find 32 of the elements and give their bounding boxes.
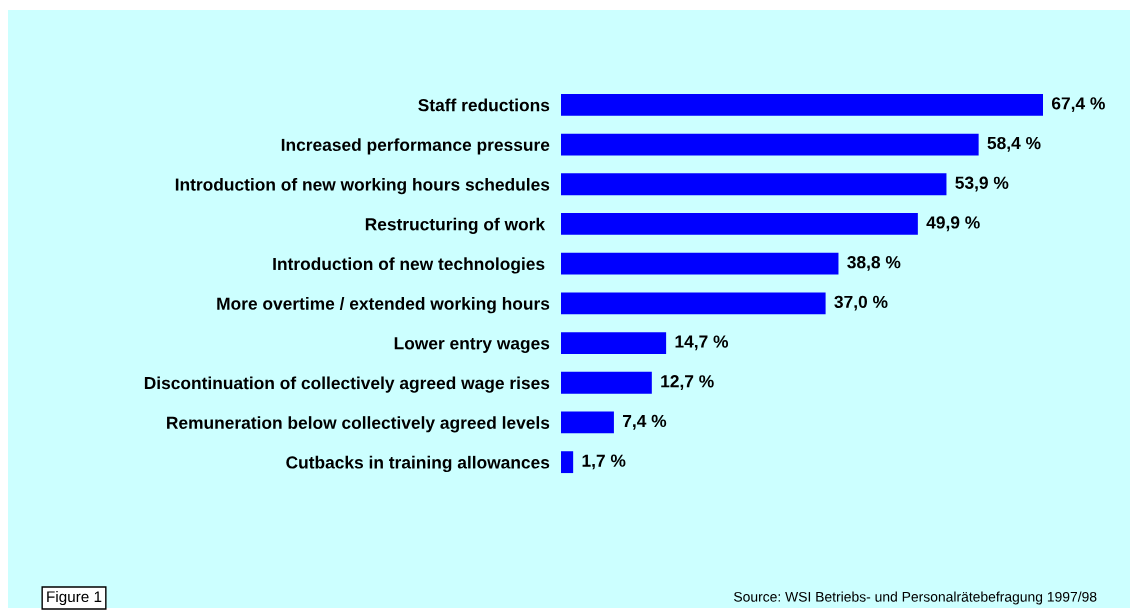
bar bbox=[561, 93, 1043, 116]
caption: Figure 1 bbox=[47, 590, 102, 606]
bar bbox=[561, 411, 614, 434]
data-label: 49,9 % bbox=[926, 216, 980, 232]
y-tick-label: Introduction of new working hours schedules bbox=[175, 177, 550, 195]
y-tick-label: Lower entry wages bbox=[394, 337, 550, 353]
source-note: Source: WSI Betriebs- und Personalrätebefragung 1997/98 bbox=[734, 591, 1097, 605]
bar bbox=[561, 292, 826, 315]
bar bbox=[561, 332, 667, 354]
bar bbox=[561, 173, 947, 196]
data-label: 7,4 % bbox=[623, 414, 667, 430]
y-tick-label: Cutbacks in training allowances bbox=[286, 455, 550, 473]
data-label: 38,8 % bbox=[847, 256, 901, 271]
y-tick-label: Increased performance pressure bbox=[281, 138, 550, 155]
bar bbox=[561, 133, 979, 156]
data-label: 12,7 % bbox=[661, 375, 714, 390]
bar bbox=[561, 213, 918, 235]
data-label: 37,0 % bbox=[834, 295, 888, 311]
bar bbox=[561, 252, 839, 275]
bar bbox=[561, 451, 574, 474]
y-tick-label: Introduction of new technologies bbox=[273, 257, 545, 274]
y-tick-label: Restructuring of work bbox=[365, 217, 546, 234]
bar bbox=[561, 371, 652, 394]
y-tick-label: Staff reductions bbox=[418, 98, 550, 112]
data-label: 14,7 % bbox=[675, 335, 729, 351]
y-tick-label: More overtime / extended working hours bbox=[217, 297, 550, 314]
data-label: 67,4 % bbox=[1051, 97, 1105, 113]
data-label: 1,7 % bbox=[582, 454, 626, 470]
data-label: 53,9 % bbox=[955, 176, 1009, 192]
y-tick-label: Discontinuation of collectively agreed wage rises bbox=[144, 376, 550, 393]
data-label: 58,4 % bbox=[987, 136, 1041, 152]
y-tick-label: Remuneration below collectively agreed levels bbox=[167, 416, 550, 433]
